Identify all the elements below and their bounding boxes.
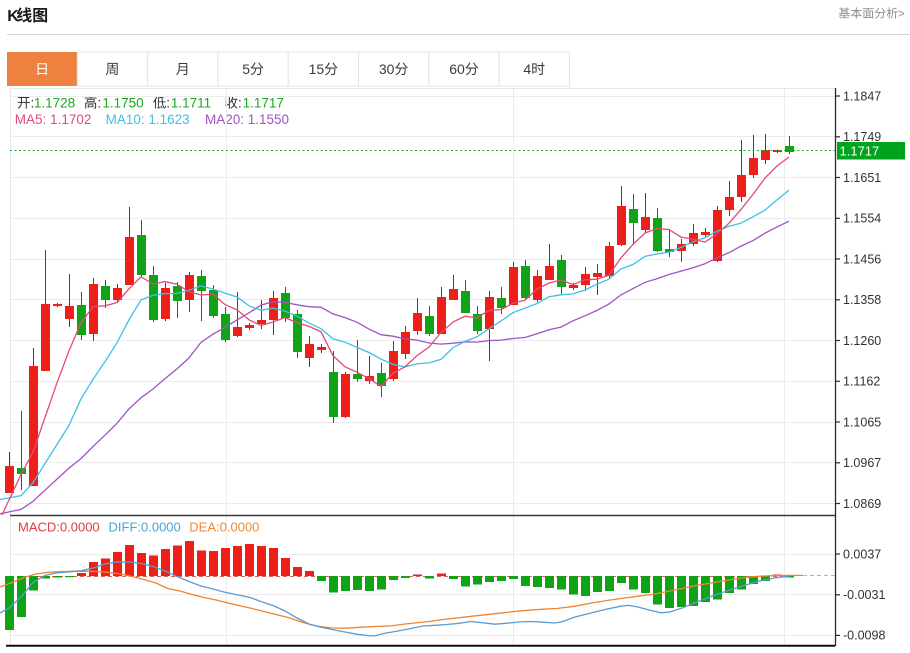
svg-text:30: 30 [379,61,395,77]
svg-text:DEA:0.0000: DEA:0.0000 [189,520,259,535]
svg-text:MACD:0.0000: MACD:0.0000 [18,520,100,535]
svg-text:1.1717: 1.1717 [840,144,880,159]
svg-text::: : [166,96,170,111]
svg-text:1.0869: 1.0869 [843,497,881,511]
svg-text:1.1711: 1.1711 [171,96,211,111]
svg-text:1.1750: 1.1750 [102,96,143,111]
svg-text::: : [97,96,101,111]
svg-text:1.1728: 1.1728 [34,96,75,111]
svg-text::: : [31,96,35,111]
svg-text:1.1456: 1.1456 [843,252,881,266]
svg-text:>: > [898,7,905,21]
svg-text:1.1717: 1.1717 [243,96,284,111]
svg-text:1.0967: 1.0967 [843,456,881,470]
svg-text:1.1358: 1.1358 [843,293,881,307]
svg-text:-0.0031: -0.0031 [843,588,885,602]
svg-text:-0.0098: -0.0098 [843,629,885,643]
svg-text:60: 60 [449,61,465,77]
svg-text:0.0037: 0.0037 [843,547,881,561]
svg-text:1.1162: 1.1162 [843,375,880,389]
svg-text:DIFF:0.0000: DIFF:0.0000 [109,520,181,535]
svg-text:1.1065: 1.1065 [843,415,881,429]
svg-text:1.1554: 1.1554 [843,212,881,226]
svg-text:1.1260: 1.1260 [843,334,881,348]
svg-text:MA5: 1.1702: MA5: 1.1702 [15,112,92,127]
svg-text:1.1749: 1.1749 [843,130,881,144]
svg-text:MA20: 1.1550: MA20: 1.1550 [205,112,289,127]
svg-text:5: 5 [242,61,250,77]
svg-text:15: 15 [309,61,325,77]
svg-text::: : [238,96,242,111]
svg-text:4: 4 [523,61,531,77]
svg-text:MA10: 1.1623: MA10: 1.1623 [106,112,190,127]
svg-text:1.1651: 1.1651 [843,171,881,185]
svg-text:K: K [7,8,19,25]
svg-text:1.1847: 1.1847 [843,89,881,103]
